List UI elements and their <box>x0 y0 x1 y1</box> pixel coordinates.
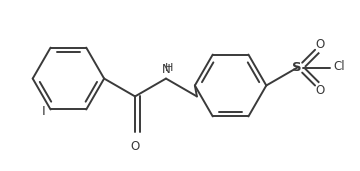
Text: Cl: Cl <box>333 60 345 73</box>
Text: H: H <box>165 63 174 73</box>
Text: O: O <box>315 84 324 97</box>
Text: I: I <box>42 106 46 119</box>
Text: O: O <box>315 38 324 51</box>
Text: N: N <box>162 63 171 76</box>
Text: S: S <box>292 61 302 74</box>
Text: O: O <box>130 140 140 153</box>
